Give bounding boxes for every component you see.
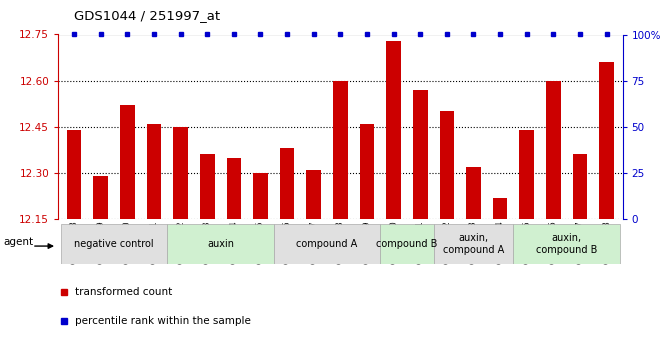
Text: GDS1044 / 251997_at: GDS1044 / 251997_at bbox=[74, 9, 220, 22]
Text: percentile rank within the sample: percentile rank within the sample bbox=[75, 316, 251, 326]
Text: compound B: compound B bbox=[376, 239, 438, 249]
Bar bbox=[67, 130, 81, 219]
Bar bbox=[333, 81, 347, 219]
Text: auxin,
compound B: auxin, compound B bbox=[536, 233, 597, 255]
Bar bbox=[274, 224, 380, 264]
Bar bbox=[61, 224, 167, 264]
Bar bbox=[359, 124, 374, 219]
Bar bbox=[386, 41, 401, 219]
Bar bbox=[440, 111, 454, 219]
Bar bbox=[120, 105, 135, 219]
Bar bbox=[493, 198, 508, 219]
Bar bbox=[546, 81, 560, 219]
Bar bbox=[94, 176, 108, 219]
Bar bbox=[307, 170, 321, 219]
Bar bbox=[253, 173, 268, 219]
Bar bbox=[572, 155, 587, 219]
Bar bbox=[147, 124, 161, 219]
Bar bbox=[466, 167, 481, 219]
Bar bbox=[173, 127, 188, 219]
Text: negative control: negative control bbox=[74, 239, 154, 249]
Bar bbox=[200, 155, 214, 219]
Bar bbox=[380, 224, 434, 264]
Bar bbox=[280, 148, 295, 219]
Text: auxin: auxin bbox=[207, 239, 234, 249]
Bar bbox=[413, 90, 428, 219]
Text: auxin,
compound A: auxin, compound A bbox=[443, 233, 504, 255]
Bar bbox=[167, 224, 274, 264]
Bar bbox=[599, 62, 614, 219]
Text: agent: agent bbox=[3, 237, 33, 247]
Bar bbox=[434, 224, 514, 264]
Bar bbox=[520, 130, 534, 219]
Text: compound A: compound A bbox=[297, 239, 357, 249]
Bar bbox=[226, 158, 241, 219]
Text: transformed count: transformed count bbox=[75, 287, 172, 297]
Bar bbox=[514, 224, 620, 264]
